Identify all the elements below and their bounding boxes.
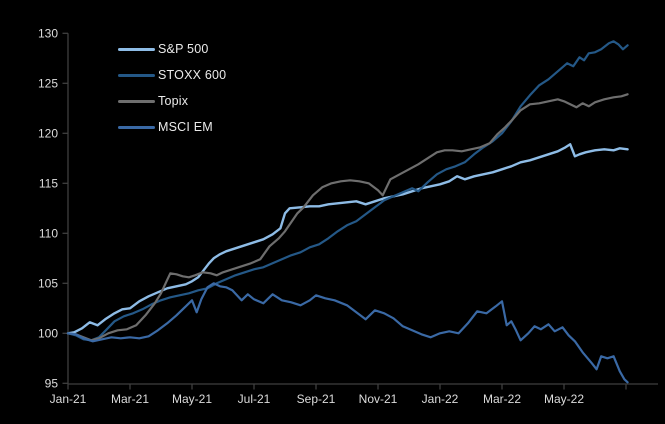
legend-item-topix: Topix <box>118 88 226 114</box>
series-line-topix <box>66 93 629 342</box>
legend-label-sp500: S&P 500 <box>158 42 209 56</box>
y-tick-label: 120 <box>38 126 58 140</box>
y-tick-label: 125 <box>38 76 58 90</box>
x-tick-label: Mar-21 <box>111 392 149 406</box>
x-tick-label: Sep-21 <box>297 392 336 406</box>
series-line-stoxx600 <box>66 40 629 342</box>
legend-item-stoxx600: STOXX 600 <box>118 62 226 88</box>
legend-label-topix: Topix <box>158 94 189 108</box>
topix-line-swatch <box>118 99 155 103</box>
y-tick-label: 110 <box>39 226 58 240</box>
x-tick-label: Mar-22 <box>483 392 521 406</box>
legend-item-msciem: MSCI EM <box>118 114 226 140</box>
y-tick-label: 95 <box>45 376 59 390</box>
x-tick-label: Jan-22 <box>422 392 459 406</box>
x-tick-label: Jan-21 <box>50 392 87 406</box>
y-tick-label: 130 <box>38 26 58 40</box>
series-line-msciem <box>66 282 629 384</box>
msciem-line-swatch <box>118 125 155 129</box>
sp500-line-swatch <box>118 47 155 51</box>
y-tick-label: 115 <box>39 176 58 190</box>
y-tick-label: 100 <box>38 326 58 340</box>
x-tick-label: Jul-21 <box>238 392 271 406</box>
legend-label-stoxx600: STOXX 600 <box>158 68 227 82</box>
chart-legend: S&P 500 STOXX 600 Topix MSCI EM <box>118 36 226 140</box>
legend-item-sp500: S&P 500 <box>118 36 226 62</box>
x-tick-label: May-22 <box>544 392 584 406</box>
x-tick-label: Nov-21 <box>359 392 398 406</box>
legend-label-msciem: MSCI EM <box>158 120 213 134</box>
stoxx600-line-swatch <box>118 73 155 77</box>
x-tick-label: May-21 <box>172 392 212 406</box>
y-tick-label: 105 <box>38 276 58 290</box>
